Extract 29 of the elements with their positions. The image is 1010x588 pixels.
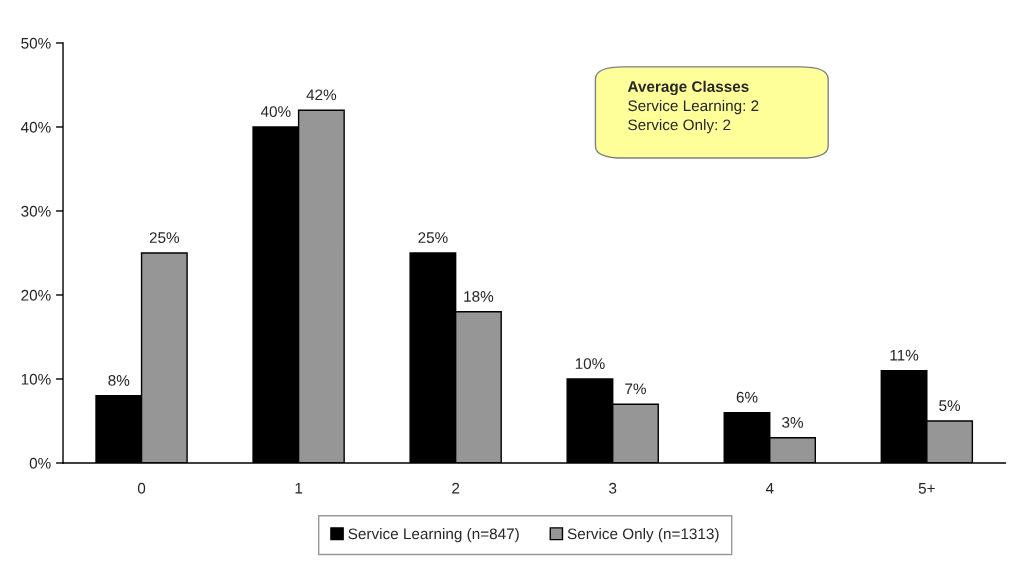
y-tick-label: 30% (21, 205, 51, 217)
annotation: Average Classes (627, 80, 749, 96)
data-label: 3% (782, 417, 804, 428)
legend-label: Service Learning (n=847) (348, 528, 519, 543)
data-label: 40% (260, 106, 291, 118)
y-tick-label: 50% (21, 37, 51, 49)
data-label: 10% (575, 358, 605, 370)
y-tick-label: 40% (20, 121, 51, 133)
annotation: Service Learning: 2 (628, 99, 759, 115)
y-tick-label: 0% (29, 457, 51, 469)
data-label: 7% (625, 383, 646, 395)
data-label: 42% (306, 89, 337, 101)
data-label: 11% (890, 349, 919, 361)
annotation: Service Only: 2 (628, 119, 731, 134)
x-tick-label: 1 (295, 483, 303, 494)
x-tick-label: 4 (765, 483, 774, 494)
legend-label: Service Only (n=1313) (567, 528, 719, 543)
data-label: 25% (418, 232, 448, 244)
x-tick-label: 0 (137, 482, 146, 494)
data-label: 18% (464, 291, 494, 302)
x-tick-label: 2 (452, 482, 460, 494)
data-label: 25% (149, 232, 180, 244)
data-label: 6% (736, 391, 758, 403)
y-tick-label: 20% (21, 289, 51, 301)
data-label: 8% (108, 375, 130, 386)
data-label: 5% (939, 400, 961, 412)
y-tick-label: 10% (21, 373, 51, 385)
x-tick-label: 3 (609, 482, 617, 494)
x-tick-label: 5+ (918, 483, 935, 494)
